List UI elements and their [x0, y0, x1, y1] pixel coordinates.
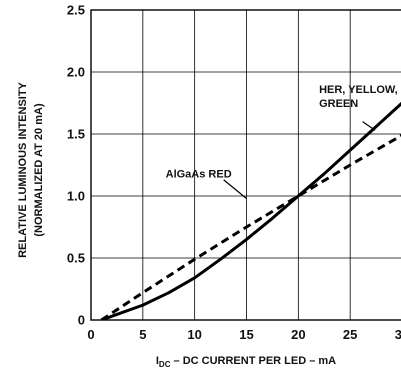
series-label-0-line-0: HER, YELLOW,: [319, 84, 398, 96]
y-tick-label-5: 2.5: [67, 3, 85, 18]
y-tick-label-3: 1.5: [67, 127, 85, 142]
y-tick-label-2: 1.0: [67, 189, 85, 204]
x-axis-title-rest: – DC CURRENT PER LED – mA: [170, 355, 336, 367]
gridlines: [90, 9, 401, 321]
y-axis-title-line2: (NORMALIZED AT 20 mA): [33, 103, 45, 237]
y-tick-label-4: 2.0: [67, 65, 85, 80]
x-tick-labels: 0 5 10 15 20 25 30: [87, 327, 401, 342]
series-layer: [100, 101, 401, 320]
annotations: HER, YELLOW, GREEN AlGaAs RED: [166, 84, 398, 199]
x-axis-title-main: I: [156, 355, 159, 367]
series-label-1-line-0: AlGaAs RED: [166, 168, 232, 180]
series-label-0-line-1: GREEN: [319, 98, 358, 110]
x-tick-label-5: 25: [343, 327, 357, 342]
y-tick-label-0: 0: [78, 313, 85, 328]
x-axis-title: IDC – DC CURRENT PER LED – mA: [156, 355, 336, 369]
series-line-1: [100, 134, 401, 320]
y-tick-labels: 0 0.5 1.0 1.5 2.0 2.5: [67, 3, 85, 328]
y-tick-label-1: 0.5: [67, 251, 85, 266]
x-tick-label-1: 5: [139, 327, 146, 342]
plot-frame: [90, 9, 401, 321]
x-tick-label-6: 30: [395, 327, 401, 342]
y-axis-title-line1: RELATIVE LUMINOUS INTENSITY: [17, 81, 29, 257]
x-tick-label-3: 15: [239, 327, 253, 342]
x-axis-title-subscript: DC: [159, 360, 171, 369]
annotation-pointer-1: [223, 179, 247, 199]
x-tick-label-2: 10: [187, 327, 201, 342]
series-line-0: [100, 101, 401, 320]
annotation-pointer-0: [362, 121, 376, 131]
x-tick-label-0: 0: [87, 327, 94, 342]
x-tick-label-4: 20: [291, 327, 305, 342]
